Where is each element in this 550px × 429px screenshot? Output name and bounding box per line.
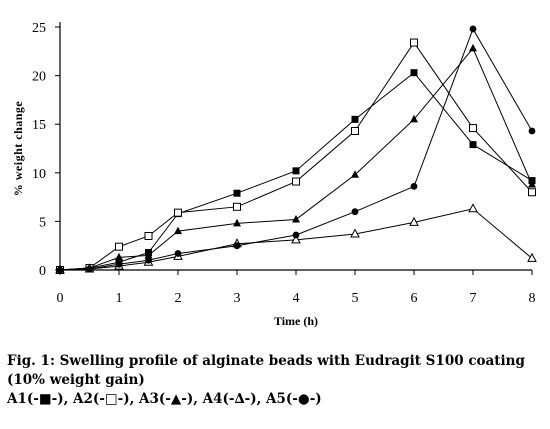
data-point-a2 [233,202,241,211]
data-point-a2 [174,208,182,217]
data-point-a4 [468,203,478,213]
data-point-a1 [233,189,241,197]
data-point-a5 [56,266,64,274]
caption-legend: A1(-■-), A2(-□-), A3(-▲-), A4(-∆-), A5(-… [7,391,322,407]
tick-labels: 0 1 2 3 4 5 6 7 8 0 5 10 15 20 25 [32,21,536,306]
axes [55,22,533,275]
data-point-a5 [351,208,359,216]
data-point-a5 [174,250,182,257]
y-tick-label: 0 [39,264,46,279]
x-tick-label: 7 [470,291,477,306]
data-point-a4 [409,216,419,226]
caption-subtitle: (10% weight gain) [7,372,145,388]
data-point-a5 [292,231,300,239]
data-point-a3 [528,179,536,188]
data-point-a3 [292,214,300,223]
data-point-a5 [145,256,152,264]
data-point-a5 [410,183,418,190]
data-point-a3 [351,170,359,178]
line-chart: 0 1 2 3 4 5 6 7 8 0 5 10 15 20 25 Time (h) % weight ch… [11,21,537,328]
x-tick-label: 1 [116,291,123,306]
x-tick-label: 6 [411,291,418,306]
x-tick-label: 8 [529,291,536,306]
y-tick-label: 15 [32,118,46,133]
data-point-a2 [115,242,123,251]
caption-title: Fig. 1: Swelling profile of alginate bea… [7,353,525,369]
x-axis-label: Time (h) [274,314,318,328]
y-axis-label: % weight change [11,101,25,197]
data-point-a1 [410,69,418,77]
series-a5 [56,25,536,274]
data-point-a3 [469,43,477,52]
data-point-a4 [291,234,301,244]
data-point-a1 [351,115,359,123]
data-point-a4 [350,228,360,238]
x-tick-label: 0 [57,291,64,306]
y-tick-label: 25 [32,21,46,36]
figure-caption: Fig. 1: Swelling profile of alginate bea… [7,352,547,409]
data-point-a5 [528,127,536,135]
x-tick-label: 3 [234,291,241,306]
data-point-a4 [527,252,537,262]
data-point-a1 [469,141,477,149]
series-a3 [56,43,536,273]
series-layer [55,25,537,274]
data-point-a3 [115,252,123,261]
data-point-a1 [292,167,300,175]
data-point-a3 [174,226,182,235]
y-tick-label: 20 [32,70,46,85]
data-point-a3 [144,250,153,259]
y-tick-label: 10 [32,167,46,182]
y-tick-label: 5 [39,215,46,230]
data-point-a3 [233,218,241,227]
x-tick-label: 2 [175,291,182,306]
data-point-a2 [292,177,300,186]
data-point-a3 [410,114,418,123]
data-point-a2 [469,124,477,133]
data-point-a5 [115,260,123,268]
data-point-a5 [86,265,93,273]
x-tick-label: 5 [352,291,359,306]
data-point-a2 [410,38,418,47]
data-point-a2 [351,127,359,136]
data-point-a5 [469,25,477,33]
data-point-a5 [233,242,241,250]
data-point-a2 [528,188,536,197]
data-point-a2 [144,231,153,240]
x-tick-label: 4 [293,291,300,306]
